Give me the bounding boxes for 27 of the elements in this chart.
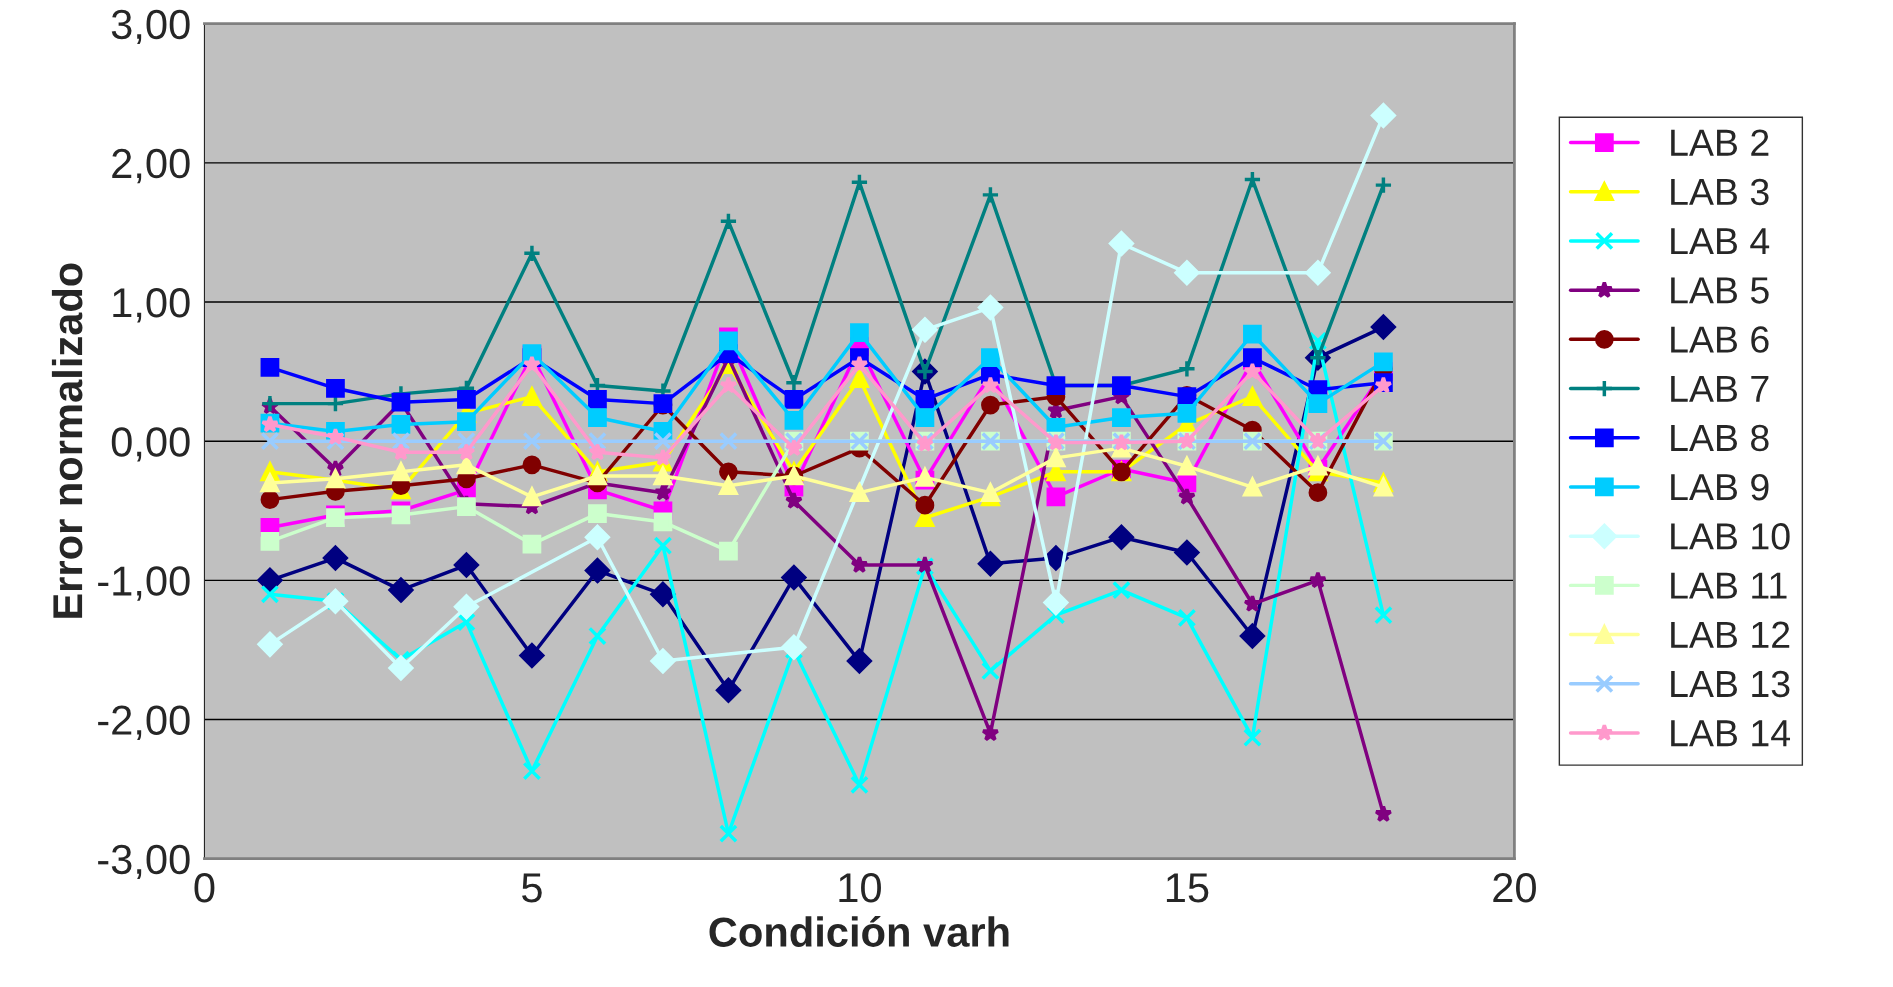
x-axis-title: Condición varh [709,915,1009,947]
legend-label: LAB 7 [1671,375,1769,402]
x-tick-label: 20 [1493,872,1536,903]
y-tick-label: -2,00 [98,705,190,740]
legend-label: LAB 5 [1671,277,1769,304]
legend-label: LAB 6 [1671,326,1769,353]
x-tick-label: 15 [1166,873,1209,903]
legend-label: LAB 2 [1671,129,1769,156]
legend-label: LAB 11 [1671,572,1787,599]
y-tick-label: -3,00 [98,844,190,880]
y-tick-label: 3,00 [111,9,190,45]
legend-label: LAB 13 [1671,670,1790,698]
x-tick-label: 10 [839,872,881,903]
x-tick-label: 0 [194,872,215,903]
x-tick-label: 5 [522,873,542,903]
legend-label: LAB 14 [1671,720,1791,747]
legend-label: LAB 8 [1671,424,1769,452]
legend-label: LAB 9 [1671,473,1769,501]
legend-label: LAB 3 [1671,178,1769,206]
y-tick-label: 1,00 [113,288,190,323]
y-tick-label: 2,00 [112,148,190,184]
y-tick-label: -1,00 [98,566,190,601]
legend-label: LAB 12 [1671,621,1790,648]
legend-label: LAB 10 [1671,523,1790,550]
y-axis-title: Error normalizado [51,263,83,618]
legend-label: LAB 4 [1671,228,1770,255]
y-tick-label: 0,00 [111,427,190,462]
